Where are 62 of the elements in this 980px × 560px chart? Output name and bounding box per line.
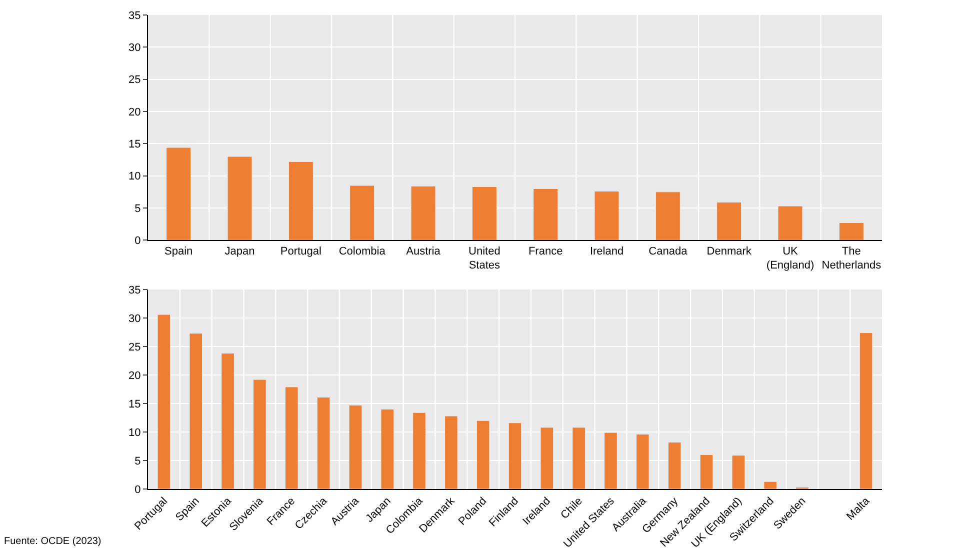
bar [732, 455, 746, 489]
bar [157, 314, 171, 489]
y-tick-label: 30 [128, 42, 141, 54]
bar [221, 353, 234, 489]
y-tick-label: 0 [134, 235, 141, 247]
bar [476, 420, 490, 489]
bar [410, 186, 436, 240]
y-tick-label: 0 [134, 484, 141, 496]
y-tick-label: 35 [128, 10, 141, 22]
y-tick-label: 30 [128, 312, 141, 325]
y-tick-label: 20 [128, 106, 141, 118]
source-note: Fuente: OCDE (2023) [4, 536, 102, 547]
bar [284, 386, 298, 489]
bar [540, 427, 554, 489]
y-tick-label: 5 [134, 202, 141, 215]
y-tick-label: 10 [128, 170, 141, 183]
bar [412, 412, 426, 489]
y-tick-label: 5 [134, 455, 141, 468]
x-tick-label: Japan [224, 245, 255, 258]
x-tick-label: Denmark [706, 245, 752, 258]
bar [700, 454, 714, 489]
bar [533, 188, 558, 240]
x-tick-label: Austria [406, 245, 442, 258]
bar [764, 481, 777, 489]
bar [444, 416, 458, 489]
bar [838, 222, 864, 240]
bar [572, 427, 586, 489]
bar [668, 442, 682, 489]
x-tick-label: UK (England) [766, 245, 814, 272]
bar [288, 161, 314, 240]
x-tick-label: Canada [648, 245, 688, 258]
x-tick-label: Portugal [280, 245, 322, 258]
bar [604, 432, 618, 489]
bar [508, 422, 522, 489]
bar [636, 434, 650, 489]
y-tick-label: 35 [128, 284, 141, 296]
bar [227, 156, 252, 240]
x-tick-label: France [528, 245, 563, 258]
bar [189, 333, 202, 489]
bar [716, 202, 742, 240]
bar [348, 404, 362, 489]
y-tick-label: 20 [128, 370, 141, 382]
bar [350, 185, 375, 240]
bar [253, 379, 266, 489]
x-tick-label: United States [468, 245, 501, 272]
bar [380, 408, 394, 489]
y-tick-label: 25 [128, 341, 141, 354]
bar [594, 191, 620, 240]
bar [166, 147, 192, 240]
x-tick-label: Colombia [338, 245, 386, 258]
x-tick-label: Ireland [590, 245, 624, 258]
bar [472, 186, 497, 240]
bar [778, 206, 803, 240]
x-tick-label: Spain [164, 245, 193, 258]
x-tick-label: The Netherlands [822, 245, 882, 272]
bar [859, 332, 873, 489]
y-tick-label: 25 [128, 74, 141, 86]
bar [655, 192, 680, 240]
y-tick-label: 10 [128, 426, 141, 439]
bar [316, 396, 330, 489]
y-tick-label: 15 [128, 138, 141, 151]
y-tick-label: 15 [128, 398, 141, 410]
